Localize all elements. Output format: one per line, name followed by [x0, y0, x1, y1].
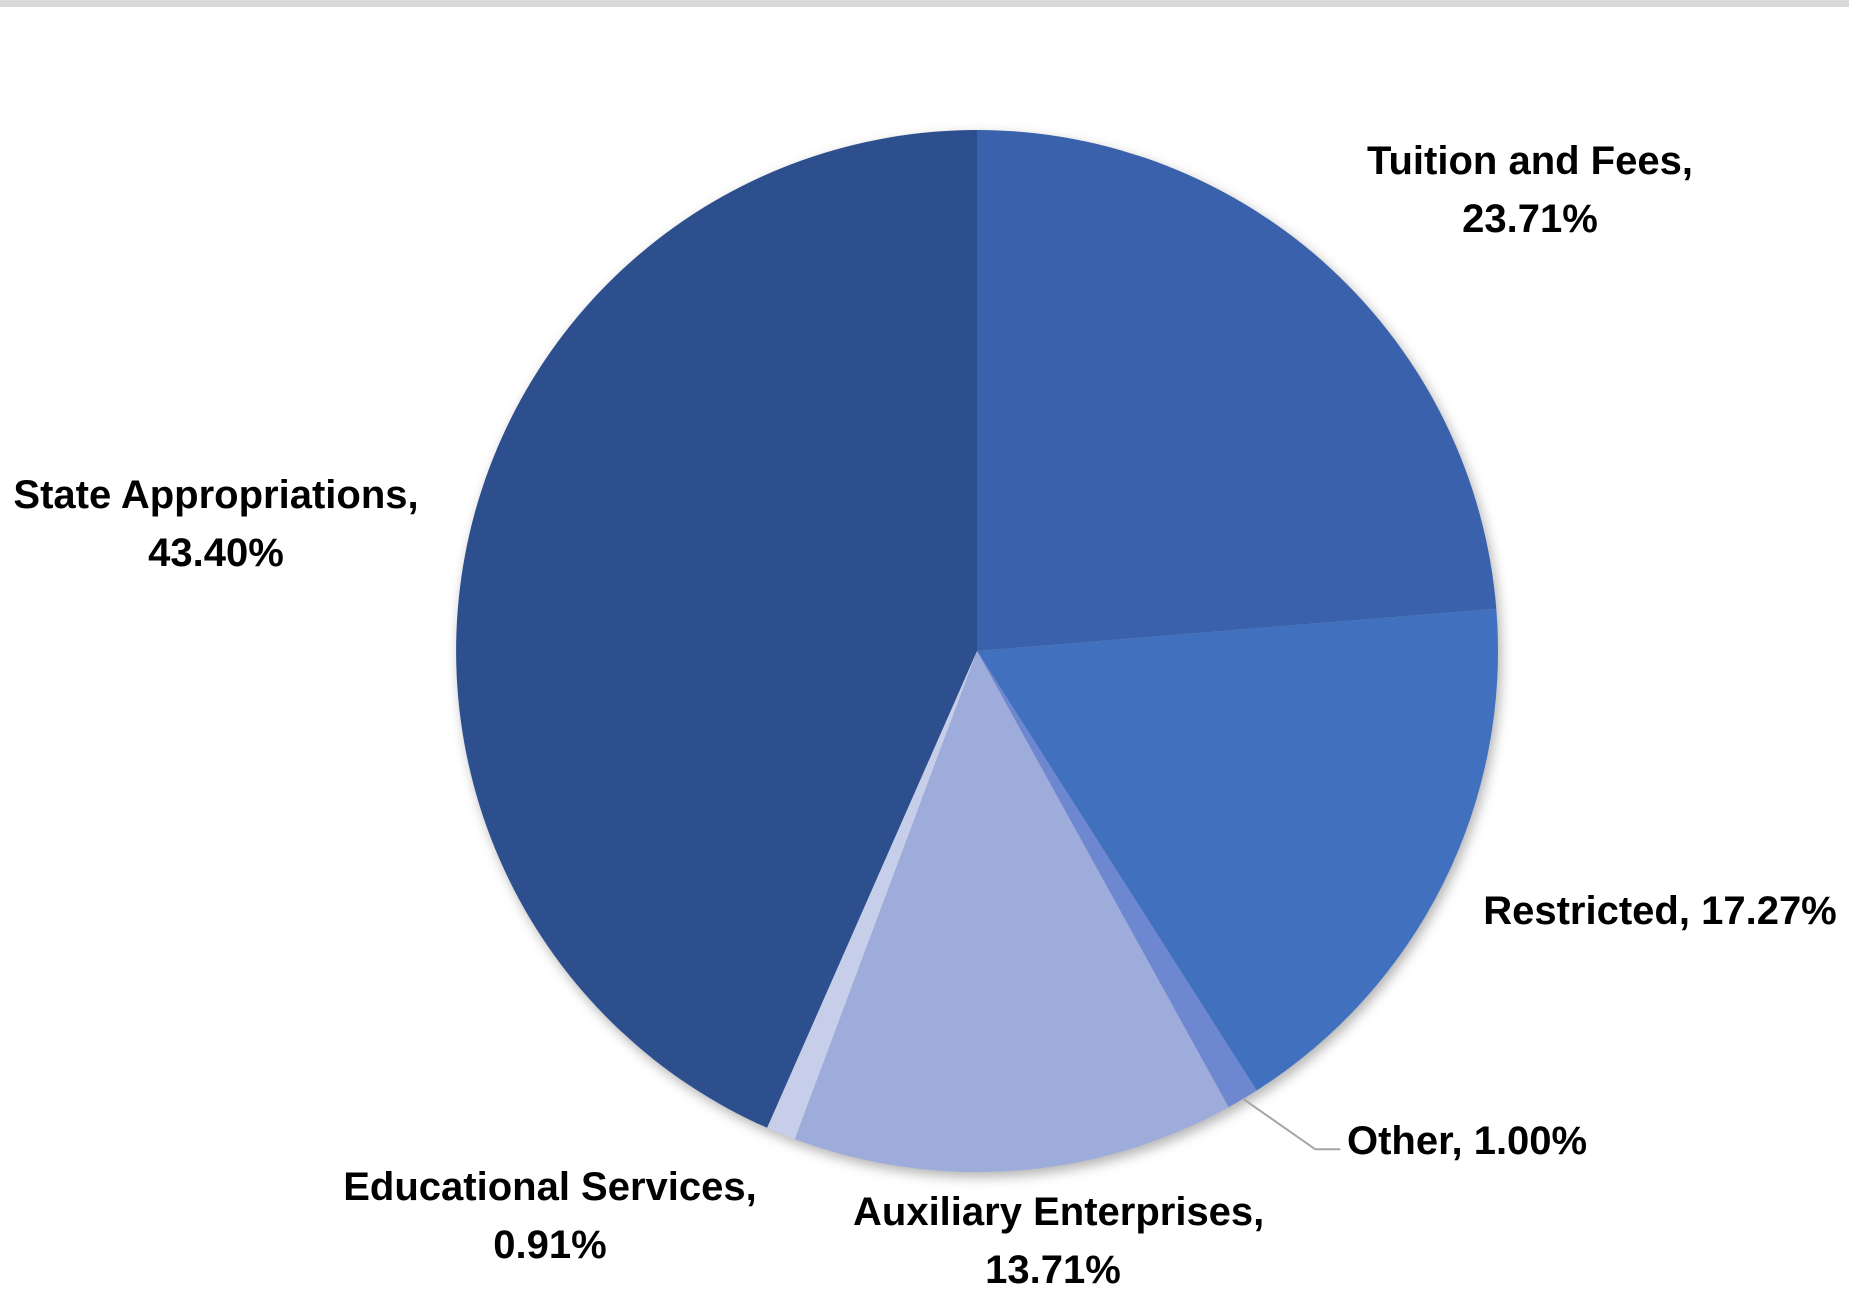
- pie-slice-educational-services: [767, 651, 977, 1140]
- label-tuition-and-fees: Tuition and Fees, 23.71%: [1285, 132, 1775, 248]
- pie-slice-restricted: [977, 608, 1499, 1091]
- label-line: Tuition and Fees,: [1367, 139, 1693, 183]
- label-restricted: Restricted, 17.27%: [1460, 882, 1849, 940]
- label-line: State Appropriations,: [13, 473, 419, 517]
- pie-slices-group: [456, 130, 1499, 1173]
- pie-slice-tuition-and-fees: [977, 130, 1497, 651]
- label-state-appropriations: State Appropriations, 43.40%: [6, 466, 426, 582]
- other-leader-line: [1241, 1097, 1341, 1151]
- pie-slice-auxiliary-enterprises: [794, 651, 1229, 1173]
- label-line: 23.71%: [1462, 197, 1598, 241]
- label-line: Other, 1.00%: [1347, 1119, 1588, 1163]
- top-divider-bar: [0, 0, 1849, 7]
- label-line: 0.91%: [493, 1223, 607, 1267]
- label-other: Other, 1.00%: [1347, 1112, 1587, 1170]
- label-line: 43.40%: [148, 531, 284, 575]
- label-educational-services: Educational Services, 0.91%: [330, 1158, 770, 1274]
- pie-slice-state-appropriations: [456, 130, 977, 1128]
- label-auxiliary-enterprises: Auxiliary Enterprises, 13.71%: [853, 1183, 1265, 1299]
- label-line: Auxiliary Enterprises,: [853, 1190, 1265, 1234]
- pie-slice-other: [977, 651, 1257, 1108]
- leader-lines-group: [1241, 1097, 1341, 1151]
- label-line: Educational Services,: [343, 1165, 757, 1209]
- label-line: 13.71%: [985, 1248, 1121, 1292]
- label-line: Restricted, 17.27%: [1483, 889, 1837, 933]
